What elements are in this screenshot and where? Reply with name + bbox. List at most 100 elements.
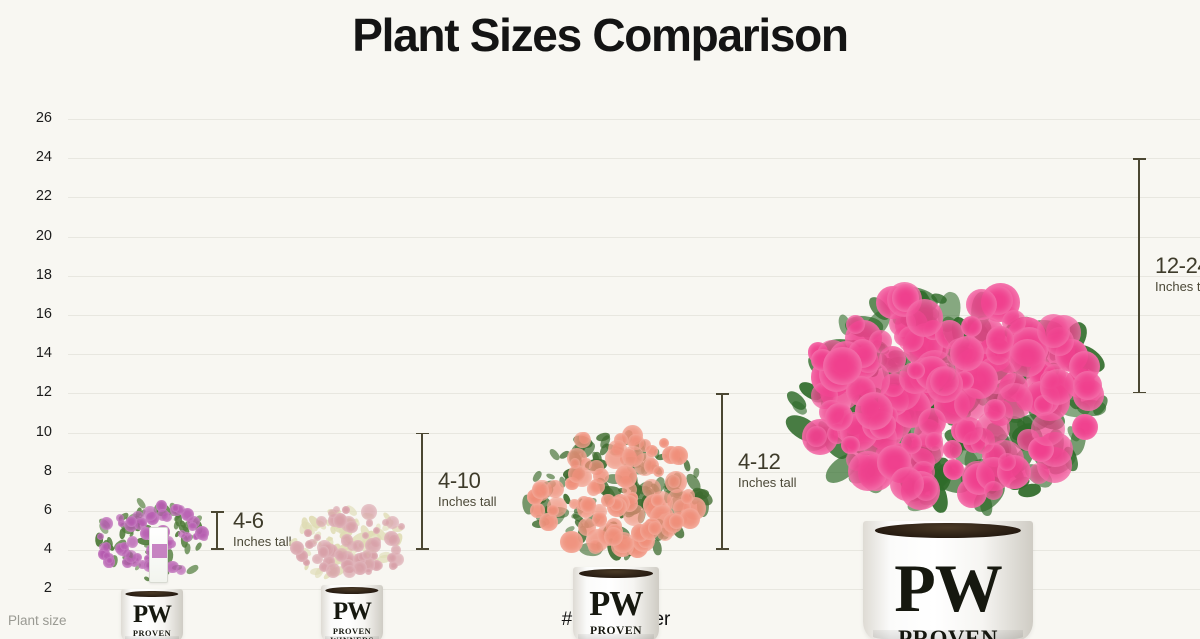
flower-blob	[569, 498, 580, 510]
pw-name-line-1: PROVEN	[132, 629, 172, 639]
plant-canopy	[781, 280, 1113, 521]
plant-tag-thumbnail	[152, 543, 167, 558]
measurement-range-value: 4-6	[233, 507, 264, 533]
flower-blob	[387, 553, 398, 564]
flower-blob	[1030, 412, 1065, 447]
y-axis-tick: 18	[35, 266, 52, 283]
measurement-cap-bottom	[415, 548, 429, 551]
flower-blob	[99, 516, 113, 531]
y-axis-tick: 6	[43, 502, 52, 518]
flower-blob	[383, 531, 399, 547]
flower-blob	[658, 437, 670, 449]
pot-soil	[579, 568, 653, 579]
flower-blob	[580, 496, 597, 513]
flower-blob	[924, 431, 944, 451]
gridline	[68, 197, 1200, 199]
pot-brand-logo: PWPROVENWINNERSCOLOR CHOICE	[863, 554, 1033, 639]
measurement-rule	[1138, 158, 1140, 394]
flower-blob	[332, 513, 348, 528]
y-axis-tick: 22	[35, 188, 52, 205]
plant-pot: PWPROVENWINNERSCOLOR CHOICE	[321, 584, 383, 639]
flower-blob	[304, 539, 315, 549]
plant-canopy	[521, 425, 716, 567]
flower-blob	[603, 526, 623, 546]
flower-blob	[296, 550, 309, 562]
flower-blob	[317, 546, 330, 558]
flower-blob	[121, 557, 133, 569]
flower-blob	[1039, 369, 1076, 405]
flower-blob	[679, 508, 701, 530]
measurement-label: 12-24Inches tall	[1155, 254, 1200, 294]
measurement-cap-bottom	[210, 548, 224, 551]
flower-blob	[382, 519, 390, 527]
flower-blob	[346, 540, 358, 552]
pw-monogram: PW	[589, 585, 643, 624]
plant-pot: PWPROVENWINNERSCOLOR CHOICE	[863, 520, 1033, 639]
flower-blob	[372, 527, 380, 535]
flower-blob	[368, 551, 378, 561]
flower-blob	[142, 506, 158, 521]
plant-pot: PWPROVENWINNERSCOLOR CHOICE	[121, 588, 183, 639]
flower-blob	[986, 326, 1014, 354]
measurement-rule	[721, 393, 723, 551]
flower-blob	[641, 478, 661, 498]
flower-blob	[101, 542, 111, 552]
measurement-range-value: 4-12	[738, 448, 781, 474]
flower-blob	[345, 520, 358, 534]
flower-blob	[132, 553, 142, 563]
y-axis-label: Plant size	[8, 613, 67, 628]
flower-blob	[166, 560, 179, 574]
flower-blob	[983, 399, 1006, 422]
flower-blob	[854, 392, 893, 430]
flower-blob	[391, 545, 402, 556]
flower-blob	[290, 540, 305, 556]
y-axis-tick: 10	[35, 423, 52, 440]
measurement-bar-1: 4-6 Inches tall	[210, 509, 292, 551]
y-axis-tick: 2	[43, 580, 52, 597]
flower-blob	[361, 504, 378, 520]
gridline	[68, 315, 1200, 316]
flower-blob	[188, 522, 197, 531]
gridline	[68, 393, 1200, 395]
flower-blob	[547, 504, 559, 516]
flower-blob	[327, 508, 337, 519]
plant-tag	[149, 526, 168, 583]
flower-blob	[900, 432, 922, 455]
flower-blob	[907, 361, 926, 380]
flower-blob	[143, 554, 152, 563]
measurement-cap-top	[1132, 158, 1146, 160]
flower-blob	[162, 535, 175, 548]
flower-blob	[539, 512, 558, 532]
flower-blob	[601, 493, 615, 508]
flower-blob	[1036, 313, 1071, 348]
flower-blob	[954, 387, 988, 421]
pw-monogram: PW	[133, 601, 172, 629]
flower-blob	[102, 552, 111, 561]
pw-monogram: PW	[894, 550, 1003, 627]
y-axis-tick: 24	[35, 149, 52, 166]
gridline	[68, 236, 1200, 238]
flower-blob	[318, 562, 330, 573]
flower-blob	[942, 458, 964, 480]
pot-brand-logo: PWPROVENWINNERSCOLOR CHOICE	[321, 599, 383, 639]
flower-blob	[177, 529, 187, 538]
flower-blob	[124, 550, 138, 563]
flower-blob	[905, 299, 944, 337]
flower-blob	[117, 519, 126, 527]
flower-blob	[1073, 371, 1103, 401]
flower-blob	[668, 513, 684, 529]
flower-blob	[341, 505, 351, 514]
flower-blob	[352, 539, 365, 552]
plant-illustration-3: PWPROVENWINNERSCOLOR CHOICE	[521, 425, 716, 639]
flower-blob	[175, 504, 185, 515]
pot-brand-logo: PWPROVENWINNERSCOLOR CHOICE	[121, 601, 183, 639]
flower-blob	[364, 537, 381, 554]
flower-blob	[652, 466, 664, 478]
measurement-bar-2: 4-10 Inches tall	[415, 432, 497, 551]
flower-blob	[954, 416, 984, 446]
measurement-bar-3: 4-12 Inches tall	[715, 393, 797, 551]
flower-blob	[304, 529, 312, 537]
flower-blob	[105, 556, 113, 564]
flower-blob	[323, 555, 335, 568]
